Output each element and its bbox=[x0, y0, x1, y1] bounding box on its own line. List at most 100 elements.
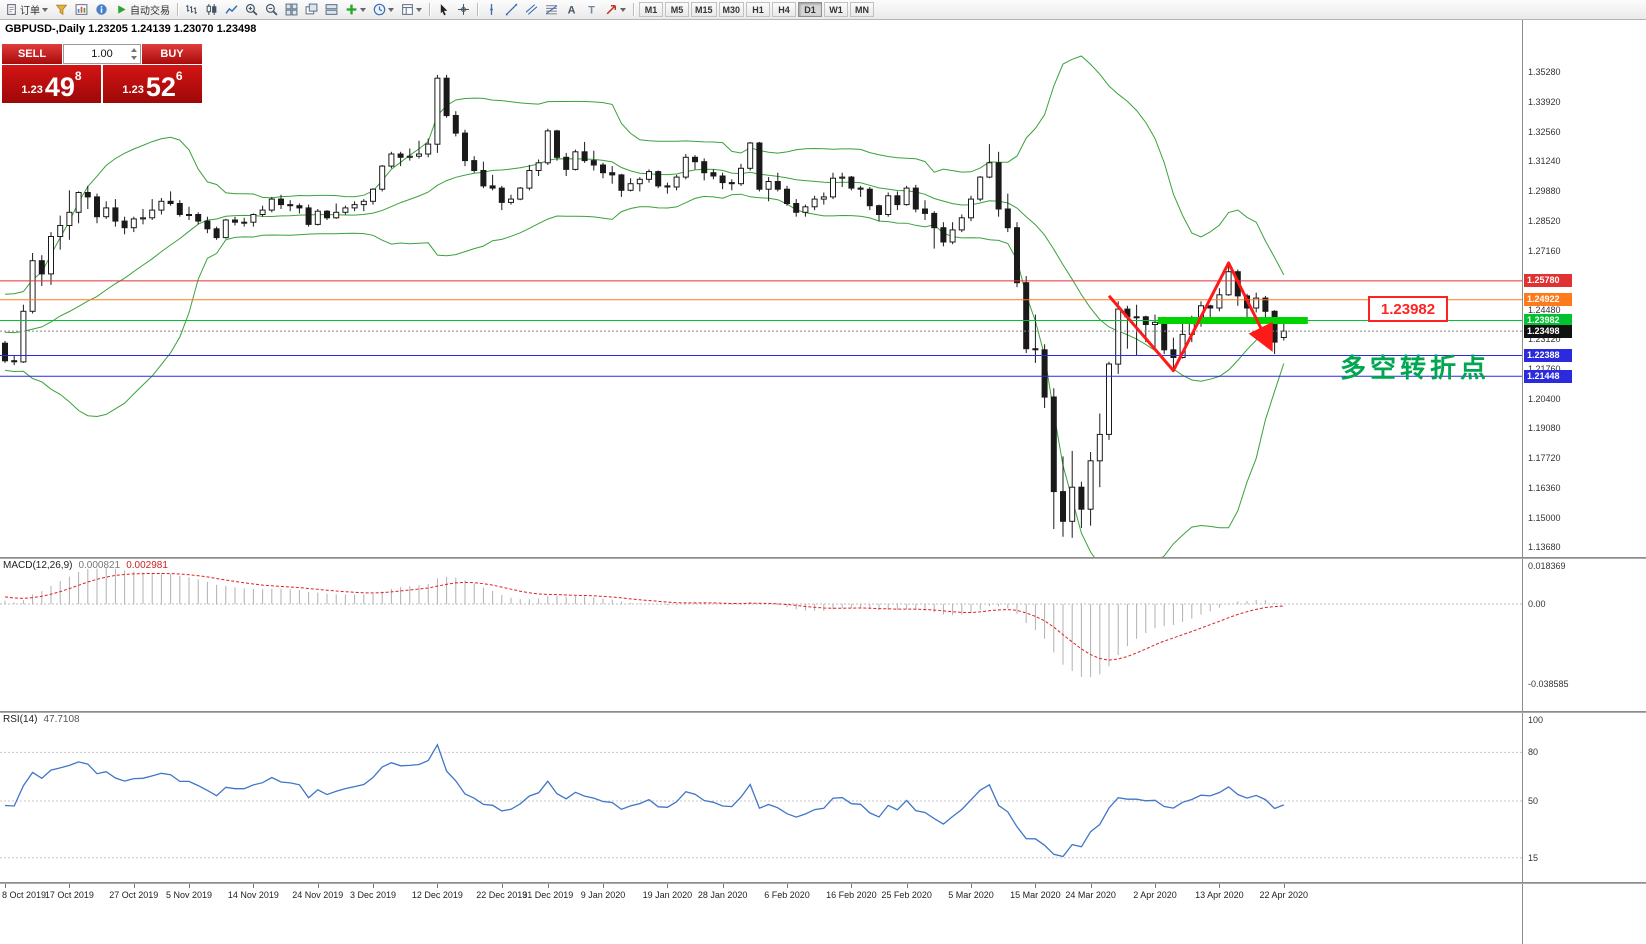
period-menu-button[interactable] bbox=[370, 1, 397, 18]
tile-horizontal-button[interactable] bbox=[322, 1, 341, 18]
timeframe-button-h4[interactable]: H4 bbox=[772, 2, 797, 17]
time-axis-tick bbox=[787, 884, 788, 888]
axis-label: 1.35280 bbox=[1528, 67, 1561, 77]
rsi-panel-canvas[interactable] bbox=[0, 713, 1522, 882]
price-chart-canvas[interactable] bbox=[0, 20, 1522, 557]
timeframe-button-m30[interactable]: M30 bbox=[718, 2, 745, 17]
rsi-name: RSI(14) bbox=[3, 714, 38, 725]
new-order-button[interactable]: 订单 bbox=[2, 1, 51, 18]
axis-label: 1.31240 bbox=[1528, 155, 1561, 166]
axis-label: 100 bbox=[1528, 715, 1544, 725]
panel-splitter[interactable] bbox=[0, 882, 1646, 884]
price-axis[interactable]: 1.35280 1.33920 1.32560 1.31240 1.29880 1.285… bbox=[1522, 0, 1646, 944]
dropdown-caret-icon bbox=[416, 7, 422, 12]
axis-label: 1.24480 bbox=[1528, 304, 1561, 315]
axis-label: 1.32560 bbox=[1528, 126, 1561, 137]
label-tool-button[interactable]: T bbox=[582, 1, 601, 18]
date-label: 25 Feb 2020 bbox=[881, 890, 932, 900]
bar-chart-button[interactable] bbox=[182, 1, 201, 18]
cascade-windows-button[interactable] bbox=[302, 1, 321, 18]
buy-price-sup: 6 bbox=[175, 69, 183, 83]
date-label: 5 Mar 2020 bbox=[948, 890, 994, 900]
timeframe-button-h1[interactable]: H1 bbox=[746, 2, 771, 17]
line-chart-button[interactable] bbox=[222, 1, 241, 18]
price-annotation-box[interactable]: 1.23982 bbox=[1368, 296, 1448, 322]
thick-green-level-segment[interactable] bbox=[1157, 317, 1308, 324]
zoom-in-icon bbox=[245, 3, 258, 16]
timeframe-button-w1[interactable]: W1 bbox=[824, 2, 849, 17]
crosshair-tool-button[interactable] bbox=[454, 1, 473, 18]
timeframe-button-mn[interactable]: MN bbox=[850, 2, 875, 17]
date-label: 14 Nov 2019 bbox=[227, 890, 279, 900]
macd-name: MACD(12,26,9) bbox=[3, 560, 73, 571]
macd-panel-canvas[interactable] bbox=[0, 559, 1522, 711]
date-label: 22 Apr 2020 bbox=[1259, 890, 1309, 900]
time-axis-tick bbox=[1219, 884, 1221, 888]
cursor-tool-button[interactable] bbox=[434, 1, 453, 18]
timeframe-button-d1[interactable]: D1 bbox=[798, 2, 823, 17]
toolbar-separator bbox=[633, 3, 634, 16]
timeframe-button-m5[interactable]: M5 bbox=[665, 2, 689, 17]
time-axis-tick bbox=[373, 884, 374, 888]
sell-price-small: 1.23 bbox=[21, 84, 43, 96]
chart-window-button[interactable] bbox=[72, 1, 91, 18]
fibonacci-tool-button[interactable] bbox=[542, 1, 561, 18]
add-indicator-button[interactable] bbox=[342, 1, 369, 18]
zoom-in-button[interactable] bbox=[242, 1, 261, 18]
volume-decrease-icon[interactable] bbox=[131, 56, 137, 60]
candlestick-chart-button[interactable] bbox=[202, 1, 221, 18]
crosshair-icon bbox=[458, 4, 469, 15]
fibo-icon bbox=[545, 5, 558, 15]
date-label: 31 Dec 2019 bbox=[522, 890, 574, 900]
time-axis-tick bbox=[971, 884, 972, 888]
axis-label: 1.15000 bbox=[1528, 512, 1561, 523]
price-chart-panel[interactable]: GBPUSD-,Daily 1.23205 1.24139 1.23070 1.… bbox=[0, 20, 1522, 557]
template-menu-button[interactable] bbox=[398, 1, 425, 18]
auto-trading-button-label: 自动交易 bbox=[130, 6, 170, 17]
data-window-button[interactable] bbox=[92, 1, 111, 18]
tile-windows-button[interactable] bbox=[282, 1, 301, 18]
trendline-tool-button[interactable] bbox=[502, 1, 521, 18]
date-label: 6 Feb 2020 bbox=[764, 890, 810, 900]
axis-label: 1.27160 bbox=[1528, 245, 1561, 256]
dropdown-caret-icon bbox=[388, 7, 394, 12]
date-label: 5 Nov 2019 bbox=[165, 890, 213, 900]
volume-increase-icon[interactable] bbox=[131, 48, 137, 52]
sell-price-sup: 8 bbox=[74, 69, 82, 83]
time-axis[interactable]: 8 Oct 2019 17 Oct 2019 27 Oct 2019 5 Nov 20… bbox=[0, 884, 1522, 944]
candles-icon bbox=[206, 4, 217, 15]
buy-price-display[interactable]: 1.23 52 6 bbox=[103, 65, 202, 103]
date-label: 16 Feb 2020 bbox=[826, 890, 877, 900]
arrowshape-icon bbox=[606, 4, 617, 15]
date-label: 17 Oct 2019 bbox=[44, 890, 94, 900]
buy-price-small: 1.23 bbox=[122, 84, 144, 96]
time-axis-tick bbox=[1283, 884, 1285, 888]
zigzag-arrow-annotation[interactable] bbox=[1107, 261, 1273, 373]
macd-signal-line bbox=[4, 573, 1284, 661]
text-tool-button[interactable]: A bbox=[562, 1, 581, 18]
sell-price-display[interactable]: 1.23 49 8 bbox=[2, 65, 101, 103]
price-level-label: 1.21448 bbox=[1524, 369, 1572, 383]
panel-splitter[interactable] bbox=[0, 557, 1646, 559]
vertical-line-tool-button[interactable] bbox=[482, 1, 501, 18]
channel-tool-button[interactable] bbox=[522, 1, 541, 18]
date-label: 15 Mar 2020 bbox=[1010, 890, 1061, 900]
date-label: 24 Mar 2020 bbox=[1065, 890, 1116, 900]
macd-indicator-label: MACD(12,26,9) 0.000821 0.002981 bbox=[3, 560, 168, 571]
market-watch-button[interactable] bbox=[52, 1, 71, 18]
timeframe-button-m15[interactable]: M15 bbox=[691, 2, 717, 17]
bollinger-middle-band bbox=[4, 158, 1285, 382]
axis-label: 1.19080 bbox=[1528, 423, 1561, 434]
volume-input[interactable]: 1.00 bbox=[63, 44, 141, 64]
sell-button[interactable]: SELL bbox=[2, 44, 62, 64]
panel-splitter[interactable] bbox=[0, 711, 1646, 713]
price-level-label: 1.23982 bbox=[1524, 313, 1572, 327]
time-axis-tick bbox=[317, 884, 319, 888]
zoom-out-button[interactable] bbox=[262, 1, 281, 18]
date-label: 3 Dec 2019 bbox=[349, 890, 397, 900]
date-label: 28 Jan 2020 bbox=[697, 890, 748, 900]
auto-trading-button[interactable]: 自动交易 bbox=[112, 1, 173, 18]
timeframe-button-m1[interactable]: M1 bbox=[639, 2, 663, 17]
buy-button[interactable]: BUY bbox=[142, 44, 202, 64]
arrows-tool-button[interactable] bbox=[602, 1, 629, 18]
